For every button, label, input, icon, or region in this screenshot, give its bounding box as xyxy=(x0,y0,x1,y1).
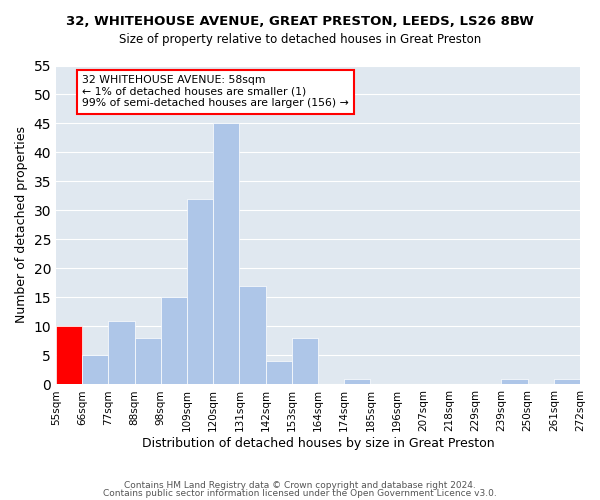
Text: Size of property relative to detached houses in Great Preston: Size of property relative to detached ho… xyxy=(119,32,481,46)
X-axis label: Distribution of detached houses by size in Great Preston: Distribution of detached houses by size … xyxy=(142,437,494,450)
Bar xyxy=(82,356,109,384)
Bar xyxy=(187,199,213,384)
Bar xyxy=(109,320,134,384)
Text: Contains public sector information licensed under the Open Government Licence v3: Contains public sector information licen… xyxy=(103,488,497,498)
Bar xyxy=(161,298,187,384)
Bar xyxy=(292,338,318,384)
Bar xyxy=(134,338,161,384)
Bar xyxy=(266,362,292,384)
Bar xyxy=(56,326,82,384)
Text: Contains HM Land Registry data © Crown copyright and database right 2024.: Contains HM Land Registry data © Crown c… xyxy=(124,481,476,490)
Bar xyxy=(213,124,239,384)
Bar xyxy=(554,378,580,384)
Y-axis label: Number of detached properties: Number of detached properties xyxy=(15,126,28,324)
Bar xyxy=(502,378,527,384)
Text: 32 WHITEHOUSE AVENUE: 58sqm
← 1% of detached houses are smaller (1)
99% of semi-: 32 WHITEHOUSE AVENUE: 58sqm ← 1% of deta… xyxy=(82,75,349,108)
Bar xyxy=(344,378,370,384)
Bar xyxy=(239,286,266,384)
Text: 32, WHITEHOUSE AVENUE, GREAT PRESTON, LEEDS, LS26 8BW: 32, WHITEHOUSE AVENUE, GREAT PRESTON, LE… xyxy=(66,15,534,28)
